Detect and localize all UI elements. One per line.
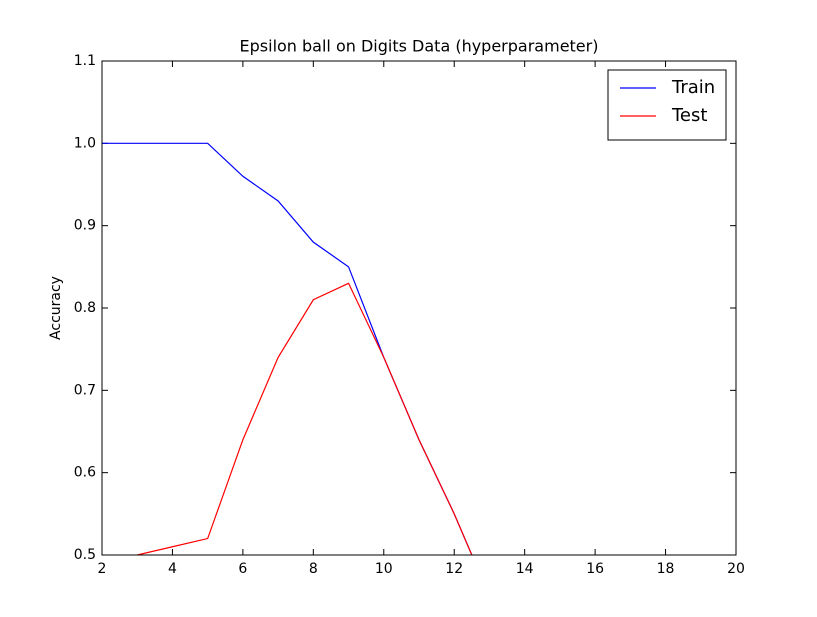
series-line [137,282,473,555]
plot-frame [101,60,737,556]
x-tick-label: 18 [657,561,675,577]
y-tick-label: 0.5 [74,547,96,563]
legend-label: Train [671,77,715,98]
y-tick-label: 0.9 [74,218,96,234]
y-tick-label: 1.1 [74,53,96,69]
x-tick-label: 6 [238,561,247,577]
legend-label: Test [671,105,707,126]
x-tick-label: 20 [727,561,745,577]
y-tick-label: 0.8 [74,300,96,316]
x-tick-label: 12 [445,561,463,577]
y-tick-label: 0.6 [74,465,96,481]
y-tick-label: 1.0 [74,135,96,151]
x-tick-label: 10 [375,561,393,577]
y-tick-label: 0.7 [74,382,96,398]
x-tick-label: 2 [98,561,107,577]
chart-title: Epsilon ball on Digits Data (hyperparame… [240,37,599,56]
x-tick-label: 4 [168,561,177,577]
x-tick-label: 16 [586,561,604,577]
y-axis-label: Accuracy [48,276,64,340]
legend-box [607,69,727,141]
x-tick-label: 8 [309,561,318,577]
x-tick-label: 14 [516,561,534,577]
